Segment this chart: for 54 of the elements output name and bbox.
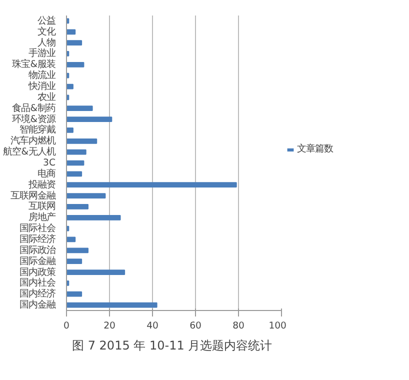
bar bbox=[66, 40, 82, 46]
x-tick-label: 100 bbox=[268, 320, 287, 332]
y-tick-label: 国际政治 bbox=[20, 244, 56, 256]
bar bbox=[66, 160, 84, 166]
x-tick-label: 0 bbox=[64, 320, 70, 332]
y-tick-label: 国内经济 bbox=[20, 288, 56, 300]
y-tick-label: 3C bbox=[43, 158, 56, 168]
y-tick-label: 互联网 bbox=[28, 201, 56, 212]
bar bbox=[66, 138, 98, 144]
y-tick-label: 手游业 bbox=[28, 48, 56, 60]
y-tick-label: 汽车内燃机 bbox=[10, 136, 56, 147]
y-tick-label: 国际金融 bbox=[20, 256, 56, 267]
y-tick-label: 快消业 bbox=[28, 81, 56, 92]
y-tick-label: 环境&资源 bbox=[12, 114, 56, 125]
y-tick-label: 航空&无人机 bbox=[3, 146, 56, 158]
y-tick-label: 智能穿戴 bbox=[20, 124, 56, 136]
y-tick-label: 房地产 bbox=[28, 212, 56, 224]
bar bbox=[66, 270, 126, 275]
y-tick-label: 互联网金融 bbox=[10, 190, 56, 202]
x-tick-label: 20 bbox=[104, 320, 116, 332]
bar bbox=[66, 182, 237, 188]
y-tick-label: 国内政策 bbox=[20, 266, 56, 278]
y-tick-label: 国内社会 bbox=[20, 278, 56, 289]
bar bbox=[66, 106, 93, 112]
y-tick-label: 公益 bbox=[38, 15, 56, 26]
bar bbox=[66, 204, 88, 210]
bar bbox=[66, 248, 88, 254]
bar bbox=[66, 258, 82, 264]
bar bbox=[66, 128, 74, 133]
y-tick-label: 农业 bbox=[38, 92, 56, 103]
y-tick-label: 国际社会 bbox=[20, 223, 56, 234]
y-tick-label: 投融资 bbox=[28, 179, 56, 190]
y-tick-label: 物流业 bbox=[28, 70, 56, 82]
bar bbox=[66, 171, 82, 177]
y-tick-label: 文化 bbox=[38, 26, 56, 38]
y-tick-label: 国内金融 bbox=[20, 300, 56, 311]
bar bbox=[66, 302, 158, 308]
y-tick-label: 珠宝&服装 bbox=[12, 59, 56, 70]
x-tick-label: 60 bbox=[190, 320, 202, 332]
legend-label: 文章篇数 bbox=[297, 142, 333, 156]
bar bbox=[66, 29, 76, 35]
caption: 图 7 2015 年 10-11 月选题内容统计 bbox=[72, 338, 272, 352]
bar bbox=[66, 62, 84, 68]
bar bbox=[66, 214, 121, 220]
y-tick-label: 食品&制药 bbox=[12, 102, 56, 114]
x-tick-label: 80 bbox=[232, 320, 244, 332]
y-tick-label: 国际经济 bbox=[20, 234, 56, 245]
bar bbox=[66, 116, 112, 122]
y-tick-label: 电商 bbox=[38, 168, 56, 180]
x-tick-label: 40 bbox=[146, 320, 158, 332]
bar bbox=[66, 149, 86, 155]
bar bbox=[66, 193, 106, 198]
y-tick-label: 人物 bbox=[38, 37, 56, 48]
bar bbox=[66, 291, 82, 297]
